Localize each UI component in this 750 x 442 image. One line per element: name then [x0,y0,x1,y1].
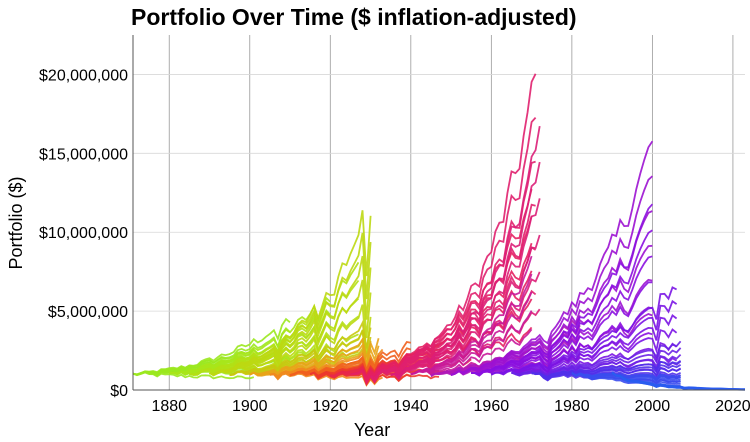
series-line [209,304,372,377]
series-line [370,73,537,380]
y-tick-label: $20,000,000 [39,67,128,84]
chart-title: Portfolio Over Time ($ inflation-adjuste… [131,4,577,30]
x-tick-label: 1880 [151,398,187,415]
tick-labels: 1880 1900 1920 1940 1960 1980 2000 2020 $0 $5,000… [39,67,750,415]
series-line [490,341,678,377]
x-tick-label: 1900 [232,398,268,415]
x-tick-label: 1980 [554,398,590,415]
x-axis-label: Year [354,420,390,437]
y-tick-label: $15,000,000 [39,146,128,163]
x-tick-label: 2020 [715,398,750,415]
x-tick-label: 2000 [635,398,671,415]
y-tick-label: $0 [110,383,128,400]
series-line [209,210,372,376]
series-line [410,328,533,376]
axes [132,35,745,391]
y-axis-label: Portfolio ($) [6,176,26,269]
x-tick-label: 1920 [312,398,348,415]
x-tick-label: 1960 [474,398,510,415]
series-line [611,371,745,391]
series-line [471,306,653,377]
x-tick-label: 1940 [393,398,429,415]
series-lines [132,73,746,391]
y-tick-label: $5,000,000 [48,304,128,321]
y-tick-label: $10,000,000 [39,225,128,242]
